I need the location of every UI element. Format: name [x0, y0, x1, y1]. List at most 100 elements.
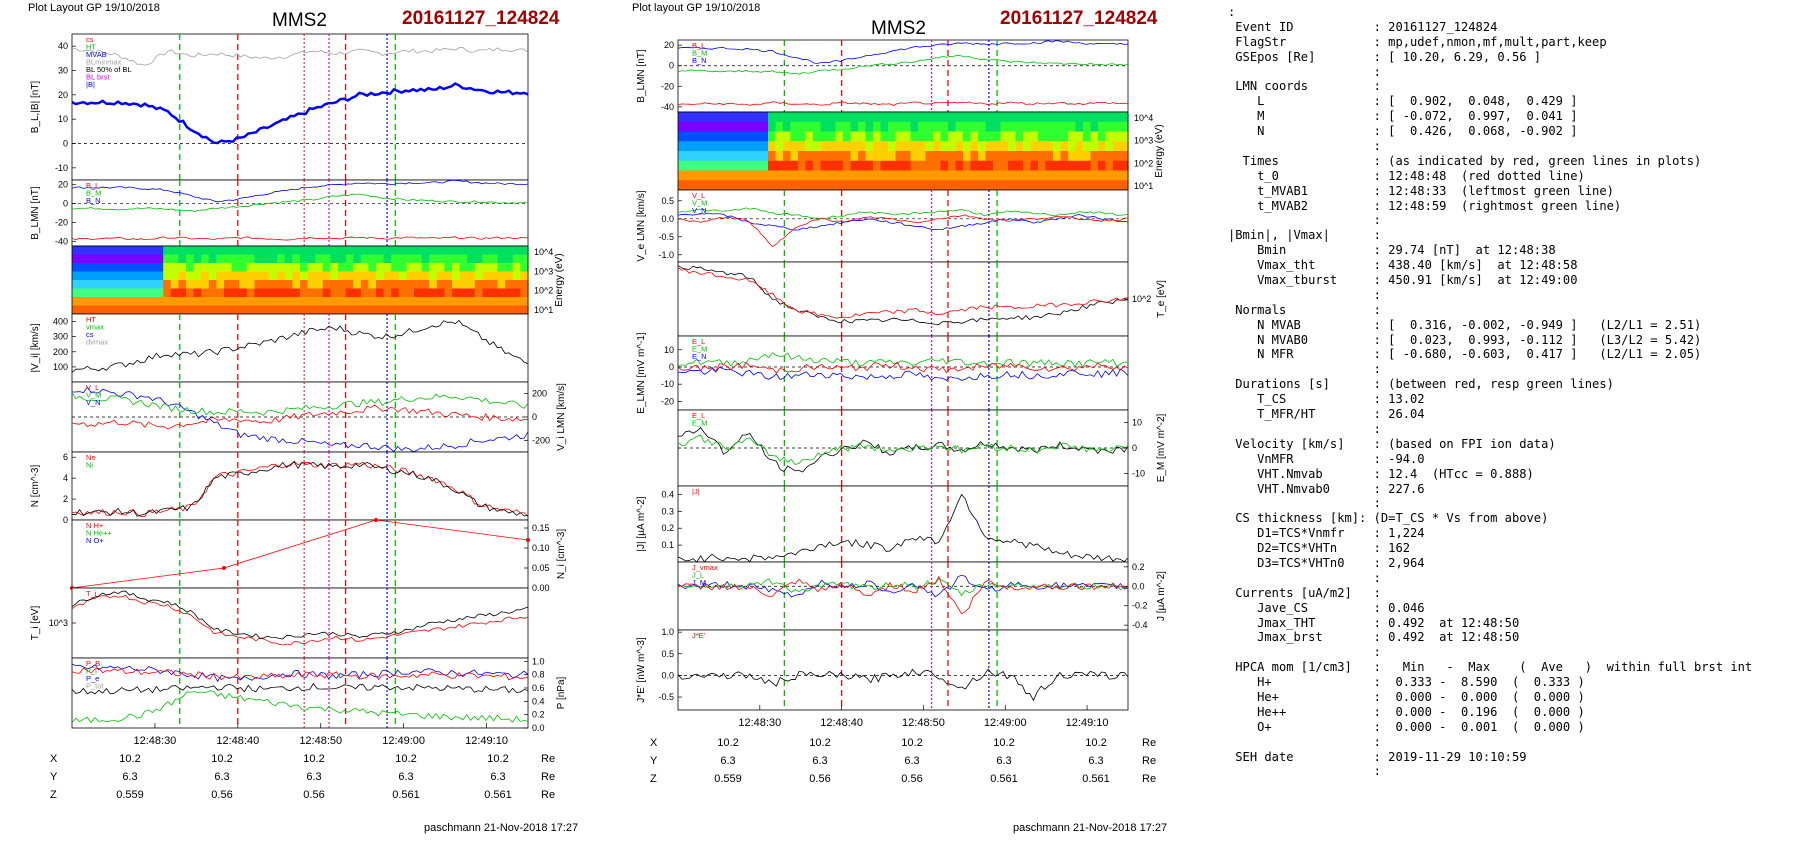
left-event-id: 20161127_124824	[402, 8, 560, 29]
heatmap-cell	[459, 246, 468, 256]
heatmap-cell	[292, 271, 301, 281]
heatmap-cell	[497, 280, 506, 290]
heatmap-cell	[1075, 112, 1084, 123]
left-footer-author: paschmann 21-Nov-2018 17:27	[424, 822, 579, 834]
heatmap-cell	[955, 131, 964, 142]
heatmap-cell	[110, 305, 119, 315]
heatmap-cell	[330, 254, 339, 264]
heatmap-cell	[1098, 121, 1107, 133]
heatmap-cell	[376, 280, 385, 290]
y-tick-label: 100	[53, 362, 68, 372]
info-line: D3=TCS*VHTn0 : 2,964	[1228, 555, 1425, 570]
pos-label: X	[650, 737, 658, 749]
y-tick-label: 10^2	[1132, 294, 1151, 304]
heatmap-cell	[1038, 170, 1047, 181]
heatmap-cell	[421, 271, 430, 281]
heatmap-cell	[436, 305, 445, 315]
heatmap-cell	[246, 254, 255, 264]
panel-frame	[71, 179, 529, 247]
heatmap-cell	[79, 246, 88, 256]
heatmap-cell	[985, 160, 994, 172]
heatmap-cell	[322, 305, 331, 315]
heatmap-cell	[843, 151, 852, 162]
axis-label: |V_i| [km/s]	[30, 323, 41, 372]
legend-entry: T_i	[86, 589, 97, 598]
y-tick-label: 0	[669, 362, 674, 372]
legend-entry: E_L	[692, 337, 705, 346]
heatmap-cell	[338, 305, 347, 315]
heatmap-cell	[444, 288, 453, 298]
heatmap-cell	[925, 151, 934, 162]
heatmap-cell	[322, 254, 331, 264]
heatmap-cell	[813, 151, 822, 162]
heatmap-cell	[760, 141, 769, 152]
heatmap-cell	[1068, 131, 1077, 142]
heatmap-cell	[820, 141, 829, 152]
series-line-blue	[71, 663, 529, 683]
heatmap-cell	[933, 151, 942, 162]
y-tick-label: -0.2	[1132, 601, 1148, 611]
heatmap-cell	[775, 151, 784, 162]
heatmap-cell	[940, 121, 949, 133]
y-tick-label: 0.0	[661, 214, 674, 224]
heatmap-cell	[745, 112, 754, 123]
axis-label: V_i LMN [km/s]	[556, 383, 567, 451]
heatmap-cell	[1098, 112, 1107, 123]
heatmap-cell	[873, 131, 882, 142]
heatmap-cell	[1105, 180, 1114, 191]
heatmap-cell	[865, 141, 874, 152]
legend-entry: V_L	[86, 383, 99, 392]
heatmap-cell	[783, 170, 792, 181]
heatmap-cell	[414, 254, 423, 264]
heatmap-cell	[783, 180, 792, 191]
heatmap-cell	[490, 246, 499, 256]
heatmap-cell	[1090, 170, 1099, 181]
heatmap-cell	[186, 297, 195, 307]
heatmap-cell	[835, 112, 844, 123]
heatmap-cell	[239, 280, 248, 290]
heatmap-cell	[148, 246, 157, 256]
y-tick-label: 10^1	[534, 305, 553, 315]
heatmap-cell	[87, 288, 96, 298]
heatmap-cell	[888, 160, 897, 172]
info-line: Bmin : 29.74 [nT] at 12:48:38	[1228, 243, 1556, 258]
heatmap-cell	[239, 288, 248, 298]
heatmap-cell	[805, 180, 814, 191]
info-line: CS thickness [km]: (D=T_CS * Vs from abo…	[1228, 511, 1549, 526]
heatmap-cell	[383, 297, 392, 307]
heatmap-cell	[790, 112, 799, 123]
x-tick-label: 12:48:30	[133, 735, 176, 747]
heatmap-cell	[178, 254, 187, 264]
left-plot-layout-header: Plot Layout GP 19/10/2018	[28, 2, 160, 14]
heatmap-cell	[880, 151, 889, 162]
heatmap-cell	[262, 246, 271, 256]
heatmap-cell	[783, 160, 792, 172]
heatmap-cell	[429, 305, 438, 315]
pos-value: 10.2	[809, 737, 831, 749]
heatmap-cell	[505, 288, 514, 298]
heatmap-cell	[700, 121, 709, 133]
heatmap-cell	[345, 254, 354, 264]
heatmap-cell	[678, 180, 687, 191]
panel-frame	[677, 189, 1129, 263]
heatmap-cell	[262, 254, 271, 264]
heatmap-cell	[955, 180, 964, 191]
heatmap-cell	[482, 297, 491, 307]
y-tick-label: 10^2	[534, 286, 553, 296]
heatmap-cell	[685, 180, 694, 191]
y-tick-label: 30	[58, 66, 68, 76]
heatmap-cell	[873, 151, 882, 162]
heatmap-cell	[753, 141, 762, 152]
y-tick-label: -20	[661, 81, 674, 91]
heatmap-cell	[208, 254, 217, 264]
heatmap-cell	[224, 263, 233, 273]
heatmap-cell	[843, 170, 852, 181]
heatmap-cell	[429, 280, 438, 290]
heatmap-cell	[993, 170, 1002, 181]
y-tick-label: 0.2	[1132, 562, 1145, 572]
heatmap-cell	[940, 170, 949, 181]
heatmap-cell	[933, 121, 942, 133]
y-tick-label: 0.6	[532, 683, 545, 693]
heatmap-cell	[330, 280, 339, 290]
